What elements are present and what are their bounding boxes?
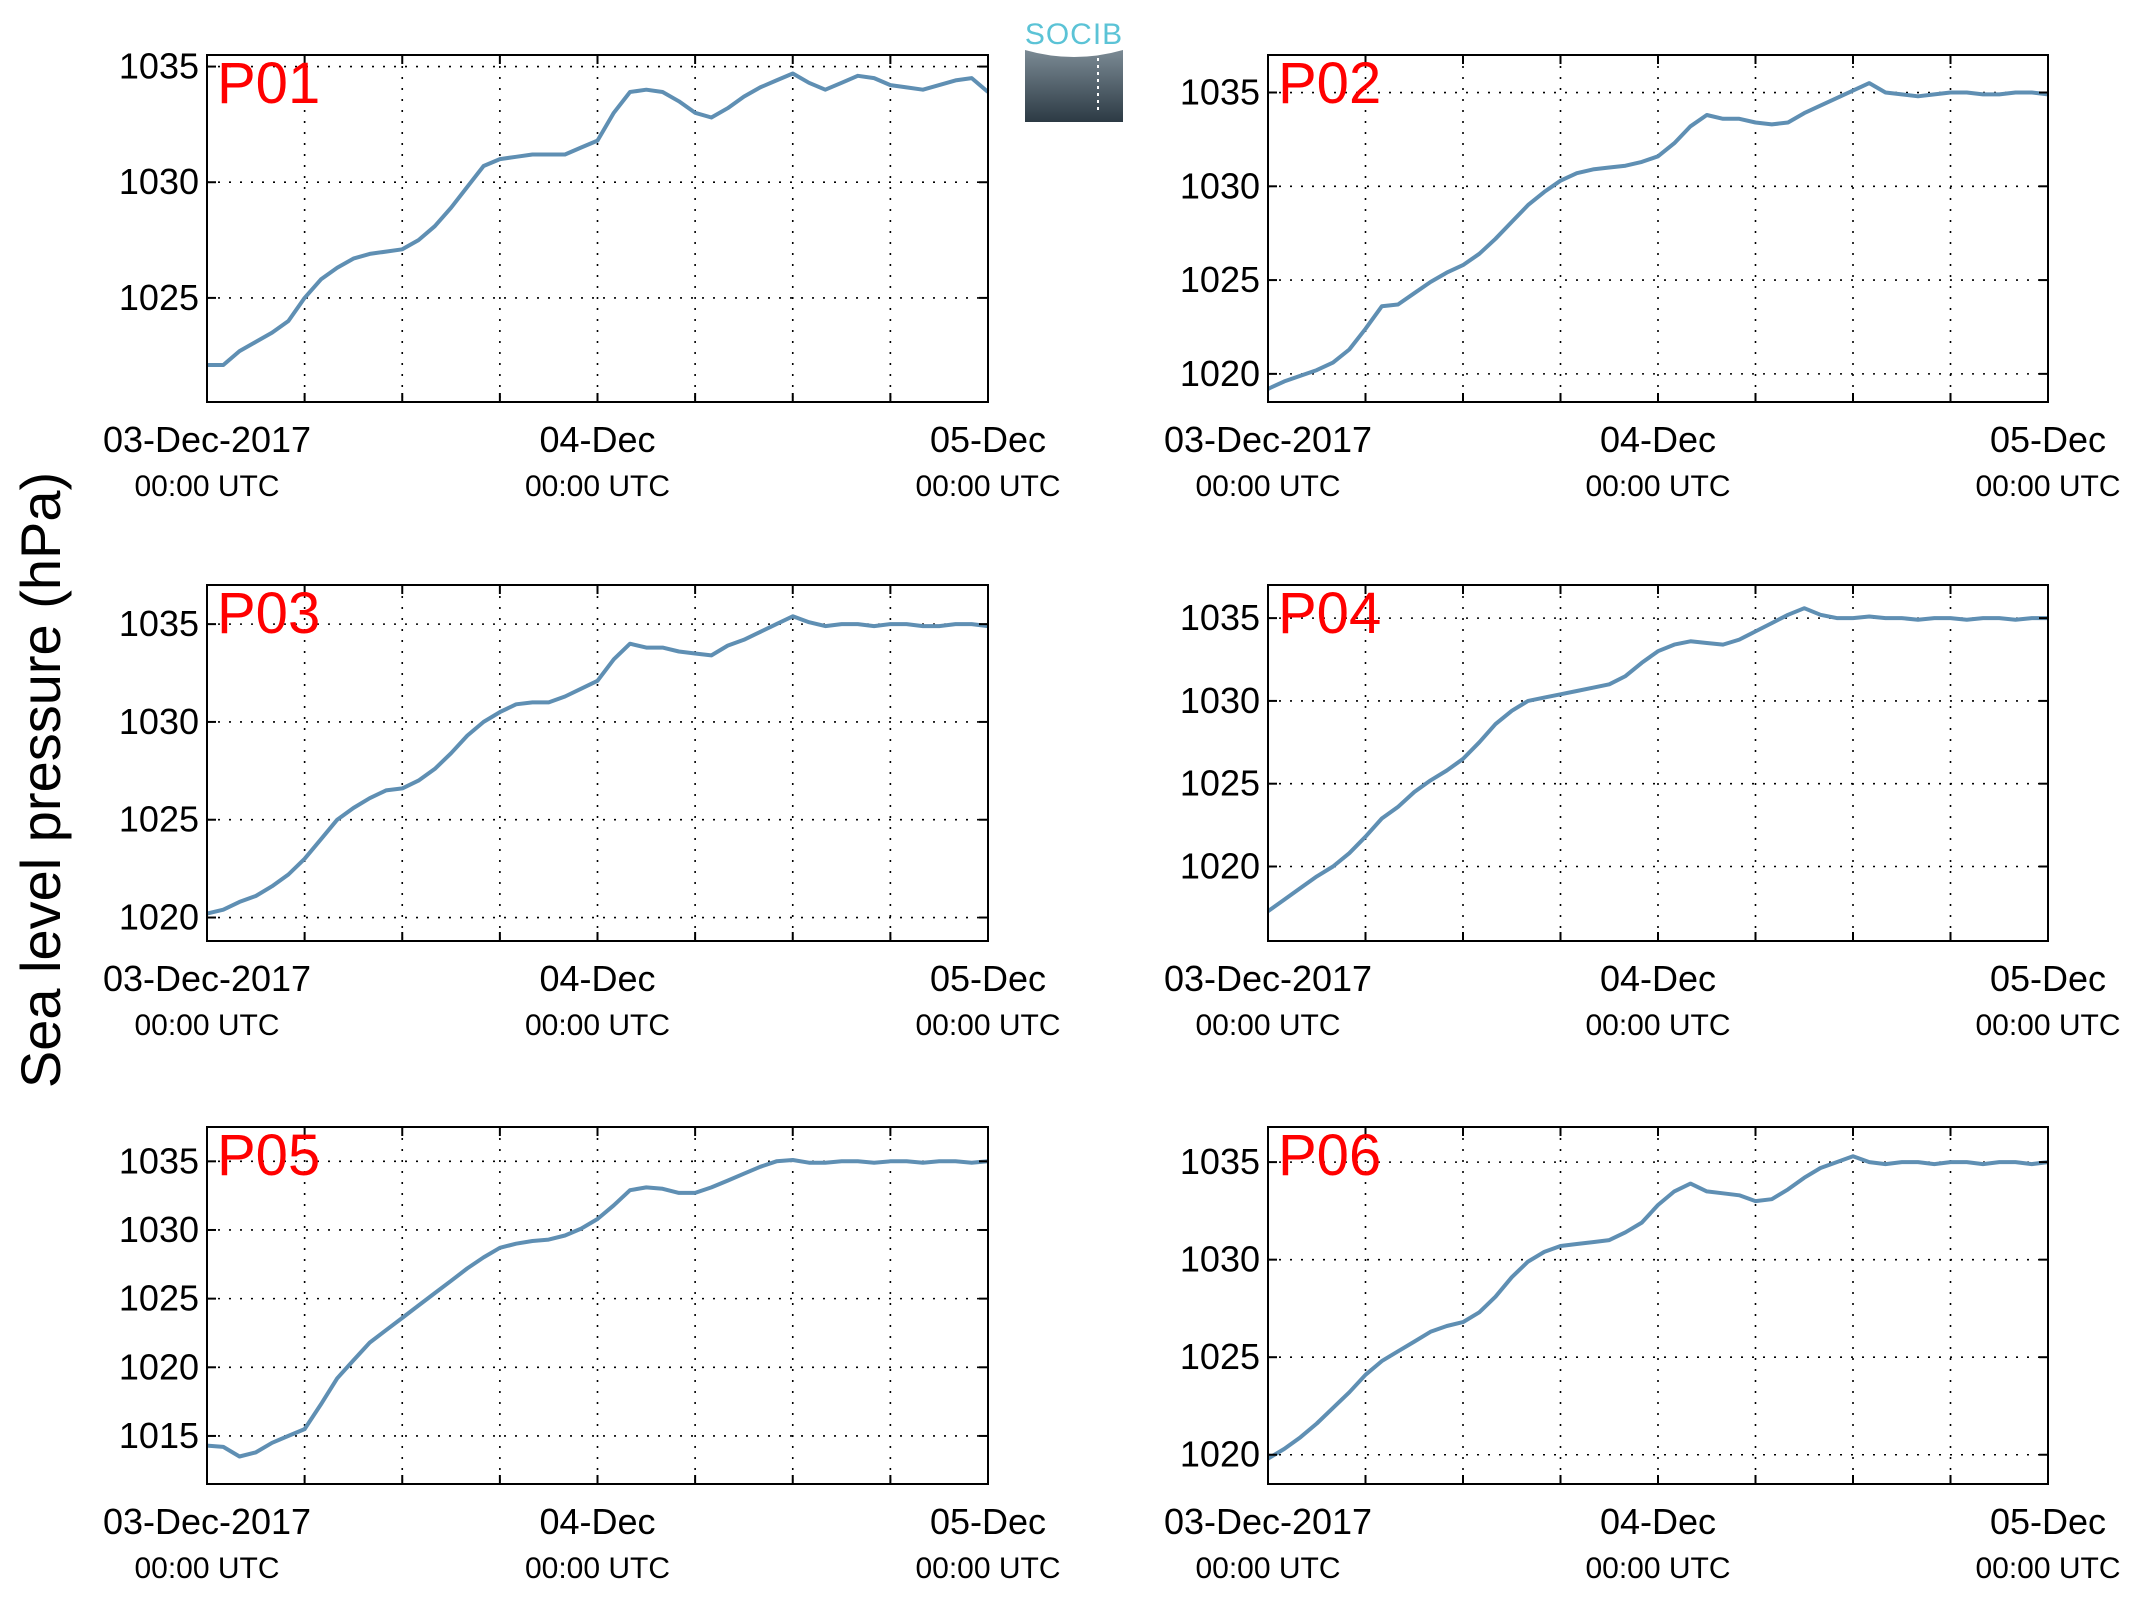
- x-tick-label: 05-Dec: [930, 1501, 1046, 1542]
- y-tick-label: 1030: [1180, 680, 1260, 721]
- panel-label-p01: P01: [217, 51, 320, 116]
- x-tick-sublabel: 00:00 UTC: [525, 1009, 670, 1042]
- x-tick-sublabel: 00:00 UTC: [915, 470, 1060, 503]
- y-tick-label: 1025: [1180, 763, 1260, 804]
- x-tick-label: 03-Dec-2017: [103, 419, 311, 460]
- logo-block: [1025, 50, 1123, 122]
- socib-logo: SOCIB: [1025, 18, 1123, 122]
- x-tick-sublabel: 00:00 UTC: [1195, 1009, 1340, 1042]
- panel-label-p03: P03: [217, 581, 320, 646]
- x-tick-sublabel: 00:00 UTC: [1975, 470, 2120, 503]
- x-tick-label: 04-Dec: [539, 419, 655, 460]
- series-line-p04: [1266, 606, 2048, 913]
- x-tick-label: 04-Dec: [1600, 1501, 1716, 1542]
- panel-p05: 1015 1020 1025 1030 1035 03-Dec-2017 00:00 UTC…: [103, 1123, 1061, 1585]
- x-tick-label: 03-Dec-2017: [103, 958, 311, 999]
- panel-p02: 1020 1025 1030 1035 03-Dec-2017 00:00 UTC 04-D…: [1164, 51, 2121, 503]
- series-line-p03: [206, 614, 989, 916]
- y-tick-label: 1020: [1180, 845, 1260, 886]
- panel-p03: 1020 1025 1030 1035 03-Dec-2017 00:00 UTC 04-D…: [103, 581, 1061, 1042]
- x-tick-label: 05-Dec: [1990, 1501, 2106, 1542]
- y-tick-label: 1035: [1180, 1141, 1260, 1182]
- x-tick-sublabel: 00:00 UTC: [1195, 1552, 1340, 1585]
- panel-label-p05: P05: [217, 1123, 320, 1188]
- x-tick-sublabel: 00:00 UTC: [134, 1552, 279, 1585]
- series-line-p01: [207, 71, 990, 367]
- plot-frame: [206, 54, 989, 403]
- y-axis-label: Sea level pressure (hPa): [9, 472, 72, 1088]
- x-tick-sublabel: 00:00 UTC: [915, 1009, 1060, 1042]
- y-tick-label: 1035: [119, 46, 199, 87]
- x-tick-label: 03-Dec-2017: [103, 1501, 311, 1542]
- x-tick-sublabel: 00:00 UTC: [915, 1552, 1060, 1585]
- y-tick-label: 1030: [119, 1209, 199, 1250]
- plot-frame: [206, 1126, 989, 1485]
- series-line-p05: [206, 1158, 989, 1459]
- x-tick-sublabel: 00:00 UTC: [525, 470, 670, 503]
- y-tick-label: 1030: [1180, 165, 1260, 206]
- y-tick-label: 1030: [1180, 1239, 1260, 1280]
- x-tick-label: 05-Dec: [930, 419, 1046, 460]
- y-tick-label: 1025: [119, 799, 199, 840]
- y-tick-label: 1025: [1180, 1336, 1260, 1377]
- y-tick-label: 1030: [119, 701, 199, 742]
- panel-p04: 1020 1025 1030 1035 03-Dec-2017 00:00 UTC 04-D…: [1164, 581, 2121, 1042]
- plot-frame: [1267, 54, 2049, 403]
- x-tick-label: 04-Dec: [539, 958, 655, 999]
- x-tick-label: 04-Dec: [539, 1501, 655, 1542]
- x-tick-label: 04-Dec: [1600, 958, 1716, 999]
- y-tick-label: 1020: [119, 897, 199, 938]
- panel-label-p02: P02: [1278, 51, 1381, 116]
- x-tick-label: 04-Dec: [1600, 419, 1716, 460]
- y-tick-label: 1020: [1180, 1434, 1260, 1475]
- x-tick-sublabel: 00:00 UTC: [1585, 1552, 1730, 1585]
- plot-frame: [1267, 1126, 2049, 1485]
- x-tick-label: 03-Dec-2017: [1164, 958, 1372, 999]
- x-tick-sublabel: 00:00 UTC: [1585, 1009, 1730, 1042]
- y-tick-label: 1015: [119, 1415, 199, 1456]
- panel-label-p04: P04: [1278, 581, 1381, 646]
- logo-text: SOCIB: [1025, 18, 1123, 51]
- series-line-p02: [1267, 81, 2049, 391]
- x-tick-label: 03-Dec-2017: [1164, 1501, 1372, 1542]
- panel-p01: 1025 1030 1035 03-Dec-2017 00:00 UTC 04-Dec 00…: [103, 46, 1061, 503]
- y-tick-label: 1025: [119, 1278, 199, 1319]
- x-tick-label: 05-Dec: [930, 958, 1046, 999]
- panels: 1025 1030 1035 03-Dec-2017 00:00 UTC 04-Dec 00…: [103, 46, 2121, 1585]
- x-tick-label: 05-Dec: [1990, 958, 2106, 999]
- y-tick-label: 1035: [119, 603, 199, 644]
- x-tick-sublabel: 00:00 UTC: [134, 1009, 279, 1042]
- y-tick-label: 1035: [119, 1140, 199, 1181]
- y-tick-label: 1020: [119, 1346, 199, 1387]
- panel-label-p06: P06: [1278, 1123, 1381, 1188]
- x-tick-sublabel: 00:00 UTC: [1585, 470, 1730, 503]
- x-tick-sublabel: 00:00 UTC: [134, 470, 279, 503]
- x-tick-sublabel: 00:00 UTC: [1975, 1009, 2120, 1042]
- x-tick-label: 03-Dec-2017: [1164, 419, 1372, 460]
- x-tick-sublabel: 00:00 UTC: [525, 1552, 670, 1585]
- y-tick-label: 1030: [119, 161, 199, 202]
- series-line-p06: [1266, 1154, 2049, 1461]
- y-tick-label: 1025: [1180, 259, 1260, 300]
- x-tick-sublabel: 00:00 UTC: [1975, 1552, 2120, 1585]
- y-tick-label: 1020: [1180, 353, 1260, 394]
- logo-wave: [1025, 50, 1123, 57]
- y-tick-label: 1025: [119, 277, 199, 318]
- x-tick-sublabel: 00:00 UTC: [1195, 470, 1340, 503]
- x-tick-label: 05-Dec: [1990, 419, 2106, 460]
- y-tick-label: 1035: [1180, 597, 1260, 638]
- panel-p06: 1020 1025 1030 1035 03-Dec-2017 00:00 UTC 04-D…: [1164, 1123, 2121, 1585]
- y-tick-label: 1035: [1180, 72, 1260, 113]
